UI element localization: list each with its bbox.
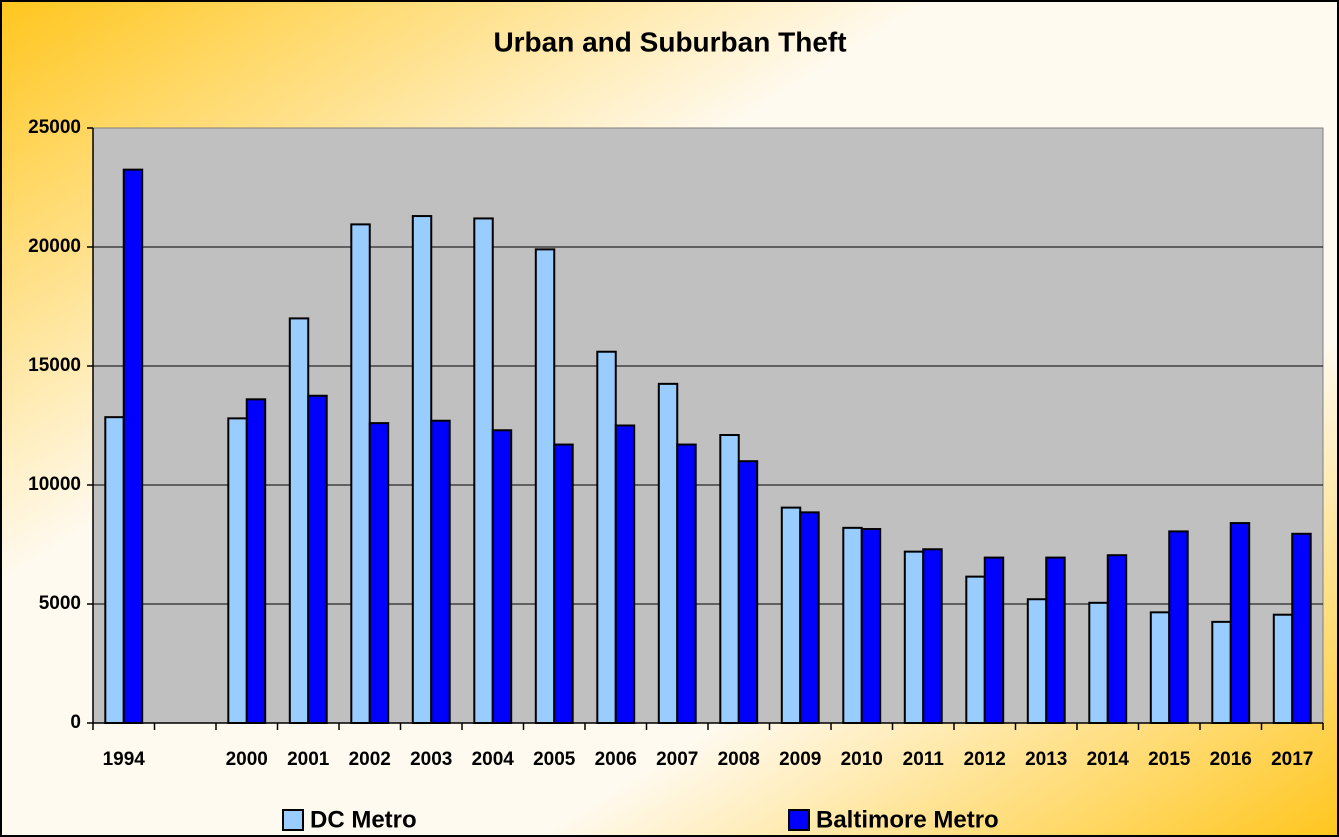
bar (553, 443, 574, 724)
chart-title: Urban and Suburban Theft (493, 26, 846, 57)
bar (737, 460, 759, 724)
x-tick-label: 2003 (410, 749, 452, 770)
bar (430, 419, 451, 724)
bar (368, 422, 390, 724)
y-tick-label: 5000 (39, 593, 81, 614)
y-tick-label: 20000 (28, 236, 81, 257)
bar (1026, 598, 1048, 724)
bar (1291, 532, 1312, 724)
legend-label: Baltimore Metro (816, 806, 999, 833)
y-tick-label: 15000 (28, 355, 81, 376)
bar (983, 556, 1005, 725)
x-tick-label: 2009 (779, 749, 821, 770)
x-tick-label: 2013 (1025, 749, 1067, 770)
plot-area (92, 127, 1324, 724)
legend-label: DC Metro (310, 806, 417, 833)
bar (965, 575, 986, 724)
bar (676, 443, 697, 724)
legend-swatch (788, 809, 810, 831)
x-tick-label: 2007 (656, 749, 698, 770)
x-tick-label: 1994 (103, 749, 146, 770)
x-tick-label: 2000 (226, 749, 268, 770)
bar (842, 526, 863, 725)
x-tick-label: 2006 (595, 749, 637, 770)
bar (860, 528, 882, 725)
bar (1088, 601, 1109, 724)
bar (227, 417, 248, 724)
bar (534, 248, 556, 724)
bar (1106, 554, 1128, 725)
x-tick-label: 2004 (472, 749, 515, 770)
bar (1272, 613, 1294, 725)
bar (1149, 611, 1171, 725)
bar (307, 394, 328, 724)
bar (122, 168, 144, 724)
bar (350, 223, 371, 724)
x-tick-label: 2002 (349, 749, 391, 770)
bar (288, 317, 310, 724)
bar (719, 434, 740, 724)
bar (614, 424, 636, 724)
bar (491, 429, 513, 724)
x-tick-label: 2014 (1087, 749, 1130, 770)
bar (903, 550, 925, 725)
x-tick-label: 2008 (718, 749, 760, 770)
bar (473, 217, 494, 724)
bar (596, 350, 617, 724)
y-tick-label: 25000 (28, 117, 81, 138)
x-tick-label: 2005 (533, 749, 576, 770)
x-tick-label: 2010 (841, 749, 883, 770)
x-tick-label: 2016 (1210, 749, 1252, 770)
x-tick-label: 2017 (1271, 749, 1313, 770)
bar (245, 398, 267, 724)
bar (922, 548, 943, 725)
bar (1168, 530, 1189, 724)
bar (104, 416, 125, 724)
bar (780, 506, 802, 724)
x-tick-label: 2015 (1148, 749, 1191, 770)
bar (411, 215, 433, 724)
x-tick-label: 2001 (287, 749, 330, 770)
bar (1211, 620, 1232, 724)
bar (657, 382, 679, 724)
bar (1045, 556, 1066, 725)
x-tick-label: 2011 (903, 749, 945, 770)
bar (1229, 522, 1251, 725)
x-tick-label: 2012 (964, 749, 1006, 770)
legend-swatch (282, 809, 304, 831)
y-tick-label: 10000 (28, 474, 81, 495)
bar (799, 511, 820, 724)
y-tick-label: 0 (70, 712, 81, 733)
